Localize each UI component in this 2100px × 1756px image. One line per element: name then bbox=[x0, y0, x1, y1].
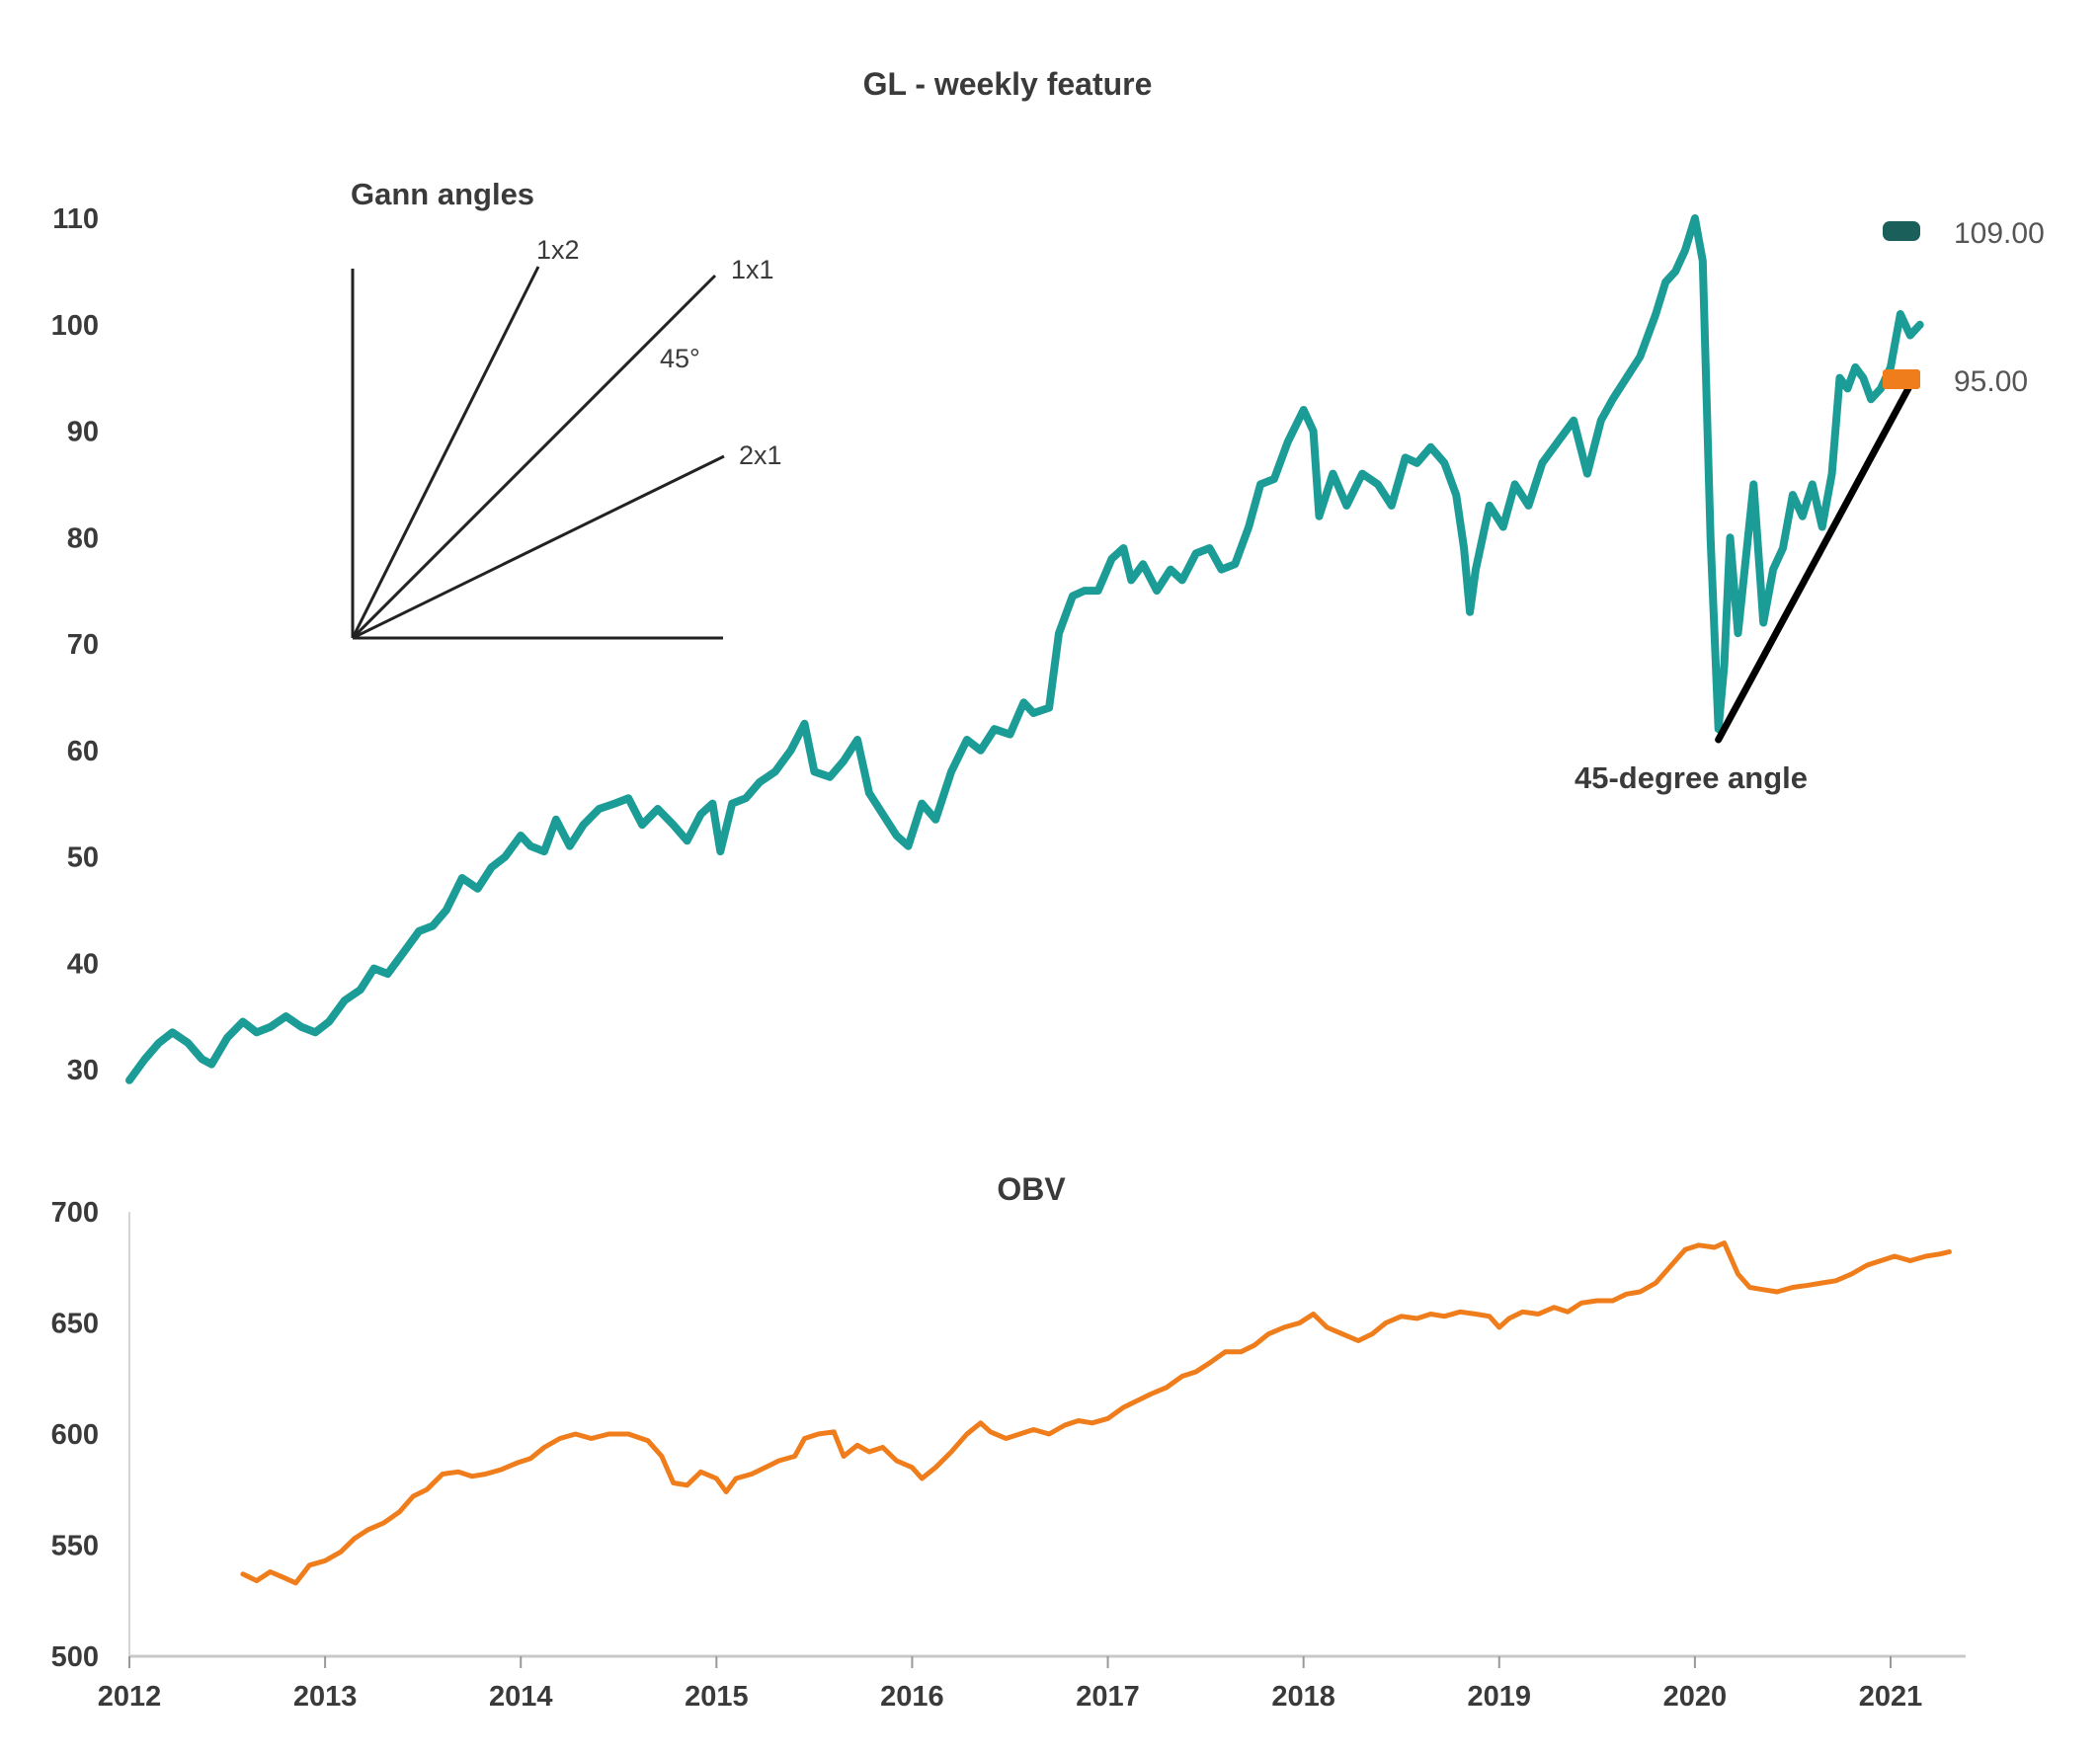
gann-label-1x2: 1x2 bbox=[536, 235, 580, 265]
price-y-tick-label: 30 bbox=[67, 1055, 99, 1086]
legend-swatch-95 bbox=[1883, 369, 1920, 389]
obv-x-tick-label: 2020 bbox=[1663, 1681, 1728, 1713]
obv-x-tick-label: 2013 bbox=[293, 1681, 358, 1713]
gann-line-2x1 bbox=[352, 454, 725, 640]
legend-label-109: 109.00 bbox=[1954, 217, 2045, 250]
series-line-gl bbox=[125, 214, 1924, 1084]
obv-x-tick-label: 2017 bbox=[1076, 1681, 1140, 1713]
obv-x-tick-label: 2014 bbox=[489, 1681, 553, 1713]
series-line-obv bbox=[240, 1240, 1952, 1586]
obv-y-axis: 500 550 600 650 700 bbox=[51, 1197, 99, 1673]
price-y-tick-label: 70 bbox=[67, 629, 99, 661]
price-y-tick-label: 110 bbox=[52, 203, 99, 235]
gann-title: Gann angles bbox=[351, 177, 534, 211]
gann-label-1x1: 1x1 bbox=[731, 255, 774, 284]
obv-x-axis: 2012 2013 2014 2015 2016 2017 2018 2019 2020 2021 bbox=[98, 1656, 1923, 1713]
gann-line-1x1 bbox=[351, 274, 717, 640]
obv-x-tick-label: 2016 bbox=[880, 1681, 944, 1713]
obv-x-tick-label: 2019 bbox=[1468, 1681, 1532, 1713]
gann-label-2x1: 2x1 bbox=[739, 440, 782, 470]
legend-swatch-109 bbox=[1883, 221, 1920, 241]
obv-x-tick-label: 2012 bbox=[98, 1681, 162, 1713]
gann-label-45: 45° bbox=[660, 344, 700, 373]
angle-label: 45-degree angle bbox=[1575, 760, 1808, 795]
obv-x-tick-label: 2015 bbox=[685, 1681, 749, 1713]
obv-y-tick-label: 650 bbox=[51, 1309, 99, 1340]
price-y-tick-label: 40 bbox=[67, 948, 99, 980]
price-y-tick-label: 60 bbox=[67, 736, 99, 767]
gann-angles-inset bbox=[351, 266, 725, 640]
obv-series bbox=[240, 1240, 1952, 1586]
angle-trendline bbox=[1715, 374, 1918, 744]
price-y-tick-label: 80 bbox=[67, 522, 99, 554]
price-y-tick-label: 90 bbox=[67, 417, 99, 448]
legend-label-95: 95.00 bbox=[1954, 365, 2028, 398]
obv-y-tick-label: 500 bbox=[51, 1641, 99, 1673]
obv-y-tick-label: 700 bbox=[51, 1197, 99, 1229]
price-series bbox=[125, 214, 1924, 1084]
chart-title: GL - weekly feature bbox=[863, 66, 1153, 102]
obv-title: OBV bbox=[997, 1171, 1066, 1207]
gann-line-1x2 bbox=[351, 266, 540, 639]
obv-x-tick-label: 2021 bbox=[1859, 1681, 1923, 1713]
legend: 109.00 95.00 bbox=[1883, 217, 2045, 398]
obv-y-tick-label: 550 bbox=[51, 1531, 99, 1562]
obv-y-tick-label: 600 bbox=[51, 1419, 99, 1451]
price-y-tick-label: 50 bbox=[67, 842, 99, 874]
price-y-axis: 30 40 50 60 70 80 90 100 110 bbox=[51, 203, 99, 1086]
obv-x-tick-label: 2018 bbox=[1271, 1681, 1335, 1713]
price-y-tick-label: 100 bbox=[51, 310, 99, 342]
